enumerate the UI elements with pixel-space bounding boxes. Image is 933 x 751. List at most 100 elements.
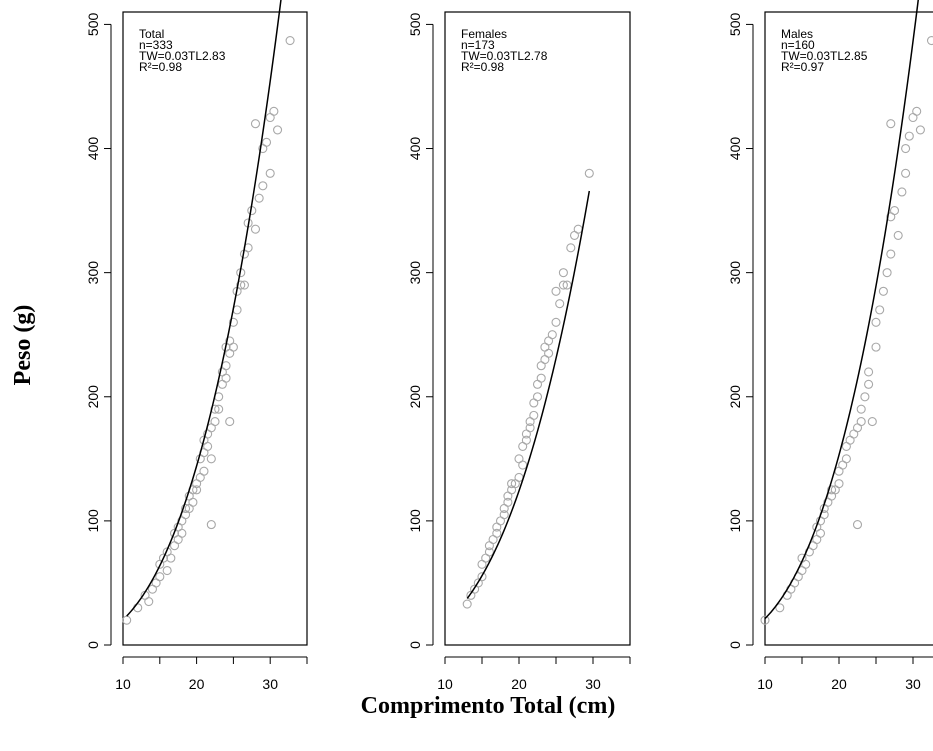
data-point xyxy=(886,249,896,259)
plot-frame xyxy=(444,11,631,646)
x-tick-label: 10 xyxy=(115,676,131,692)
data-point xyxy=(760,615,770,625)
data-point xyxy=(122,615,132,625)
legend-line: Total xyxy=(139,27,164,41)
legend-line: R²=0.97 xyxy=(781,60,824,74)
legend-line: Males xyxy=(781,27,813,41)
data-point xyxy=(864,379,874,389)
data-point xyxy=(206,454,216,464)
data-point xyxy=(852,520,863,530)
data-point xyxy=(210,417,220,427)
data-point xyxy=(484,547,494,557)
data-point xyxy=(492,528,502,538)
x-tick-label: 30 xyxy=(262,676,278,692)
x-tick-label: 10 xyxy=(437,676,453,692)
data-point xyxy=(181,503,191,514)
y-tick-label: 100 xyxy=(727,509,743,533)
y-tick-label: 200 xyxy=(407,385,423,409)
figure-x-axis-label: Comprimento Total (cm) xyxy=(361,693,616,719)
data-point xyxy=(551,286,561,296)
data-point xyxy=(886,119,896,129)
data-point xyxy=(206,520,216,530)
legend-line: TW=0.03TL2.83 xyxy=(139,49,226,63)
legend-line: R²=0.98 xyxy=(461,60,504,74)
y-tick-label: 100 xyxy=(85,509,101,533)
data-point xyxy=(199,466,209,476)
y-tick-label: 0 xyxy=(407,641,423,649)
data-point xyxy=(269,106,279,116)
y-tick-label: 500 xyxy=(407,13,423,37)
x-tick-label: 20 xyxy=(189,676,205,692)
data-point xyxy=(926,35,933,46)
data-point xyxy=(162,565,172,576)
data-point xyxy=(228,317,238,327)
data-point xyxy=(499,510,509,520)
data-point xyxy=(225,417,235,427)
data-point xyxy=(864,367,874,377)
y-tick-label: 300 xyxy=(85,261,101,285)
fit-curve xyxy=(466,190,591,599)
data-point xyxy=(801,559,811,569)
y-tick-label: 400 xyxy=(407,137,423,161)
data-point xyxy=(265,168,275,178)
data-point xyxy=(856,404,866,414)
data-point xyxy=(558,268,568,278)
data-point xyxy=(250,224,261,234)
data-points xyxy=(122,35,295,625)
plot-frame xyxy=(764,11,933,646)
data-point xyxy=(261,137,272,147)
x-tick-label: 30 xyxy=(585,676,601,692)
data-point xyxy=(239,280,249,290)
y-tick-label: 500 xyxy=(85,13,101,37)
data-point xyxy=(871,317,881,327)
y-tick-label: 300 xyxy=(727,261,743,285)
data-point xyxy=(860,392,870,402)
data-point xyxy=(827,485,837,495)
legend-line: Females xyxy=(461,27,507,41)
y-tick-label: 400 xyxy=(85,137,101,161)
data-point xyxy=(536,373,546,383)
legend-line: TW=0.03TL2.85 xyxy=(781,49,868,63)
figure-y-axis-label: Peso (g) xyxy=(10,305,36,386)
y-tick-label: 500 xyxy=(727,13,743,37)
y-tick-label: 0 xyxy=(727,641,743,649)
data-point xyxy=(228,342,238,352)
data-point xyxy=(555,299,565,309)
data-point xyxy=(155,572,165,582)
data-point xyxy=(893,230,903,240)
data-point xyxy=(867,417,877,427)
x-tick-label: 10 xyxy=(757,676,773,692)
data-point xyxy=(285,35,295,46)
data-point xyxy=(901,143,911,154)
fit-curve xyxy=(126,0,282,617)
data-point xyxy=(503,497,513,507)
data-point xyxy=(875,305,885,315)
data-point xyxy=(775,603,785,613)
data-point xyxy=(584,168,594,178)
data-point xyxy=(477,572,487,582)
data-point xyxy=(521,435,531,445)
legend-line: n=160 xyxy=(781,38,815,52)
data-point xyxy=(532,392,543,402)
data-point xyxy=(525,423,535,433)
data-point xyxy=(166,553,176,563)
data-point xyxy=(815,528,826,538)
plot-frame xyxy=(122,11,308,646)
data-point xyxy=(529,410,539,420)
data-point xyxy=(250,119,261,129)
data-point xyxy=(904,131,914,141)
data-point xyxy=(915,125,925,135)
data-point xyxy=(882,268,892,278)
data-point xyxy=(834,479,844,489)
data-point xyxy=(214,404,224,414)
data-point xyxy=(236,280,246,290)
data-point xyxy=(133,603,143,613)
legend-line: n=333 xyxy=(139,38,173,52)
data-point xyxy=(144,597,154,607)
data-point xyxy=(551,317,561,327)
data-point xyxy=(912,106,922,116)
data-point xyxy=(889,206,900,216)
